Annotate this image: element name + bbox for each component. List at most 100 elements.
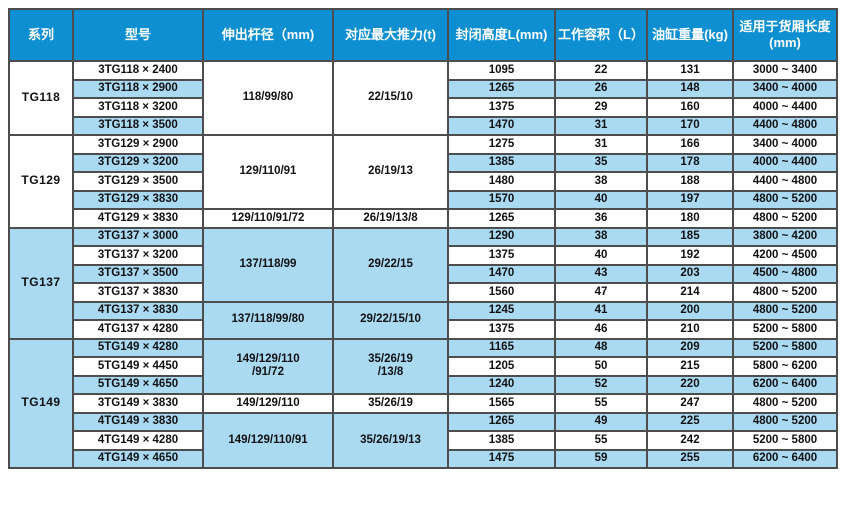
cell-box-length: 4000 ~ 4400: [732, 97, 838, 118]
cell-working-volume: 43: [554, 263, 648, 284]
cell-cylinder-weight: 192: [646, 245, 734, 266]
cell-closed-height: 1375: [447, 245, 556, 266]
cell-model: 3TG137 × 3000: [72, 226, 204, 247]
cell-working-volume: 49: [554, 411, 648, 432]
table-row: 4TG149 × 4280 1385 55 242 5200 ~ 5800: [9, 430, 838, 451]
cell-rod-diameter: 129/110/91: [202, 134, 334, 210]
cell-closed-height: 1165: [447, 337, 556, 358]
cell-model: 4TG149 × 4650: [72, 448, 204, 469]
cell-working-volume: 36: [554, 208, 648, 229]
cell-box-length: 4800 ~ 5200: [732, 282, 838, 303]
table-row: 3TG129 × 3200 1385 35 178 4000 ~ 4400: [9, 152, 838, 173]
cell-closed-height: 1275: [447, 134, 556, 155]
cell-cylinder-weight: 210: [646, 319, 734, 340]
col-header-cylinder-weight: 油缸重量(kg): [646, 8, 734, 62]
cell-rod-diameter: 137/118/99: [202, 226, 334, 303]
cell-working-volume: 40: [554, 245, 648, 266]
cell-box-length: 3400 ~ 4000: [732, 78, 838, 99]
cell-cylinder-weight: 215: [646, 356, 734, 377]
cell-box-length: 4500 ~ 4800: [732, 263, 838, 284]
cell-max-thrust: 35/26/19 /13/8: [332, 337, 449, 395]
cell-model: 3TG137 × 3830: [72, 282, 204, 303]
cell-closed-height: 1265: [447, 208, 556, 229]
cell-cylinder-weight: 255: [646, 448, 734, 469]
cell-box-length: 6200 ~ 6400: [732, 448, 838, 469]
col-header-max-thrust: 对应最大推力(t): [332, 8, 449, 62]
col-header-model: 型号: [72, 8, 204, 62]
col-header-box-length: 适用于货厢长度 (mm): [732, 8, 838, 62]
cell-rod-diameter: 129/110/91/72: [202, 208, 334, 229]
cell-cylinder-weight: 131: [646, 60, 734, 81]
cell-cylinder-weight: 225: [646, 411, 734, 432]
cell-model: 5TG149 × 4450: [72, 356, 204, 377]
cell-box-length: 3400 ~ 4000: [732, 134, 838, 155]
col-header-closed-height: 封闭高度L(mm): [447, 8, 556, 62]
cell-model: 3TG129 × 2900: [72, 134, 204, 155]
cell-working-volume: 22: [554, 60, 648, 81]
cell-box-length: 4800 ~ 5200: [732, 393, 838, 414]
cell-cylinder-weight: 188: [646, 171, 734, 192]
cell-cylinder-weight: 209: [646, 337, 734, 358]
cell-closed-height: 1265: [447, 411, 556, 432]
cell-box-length: 3000 ~ 3400: [732, 60, 838, 81]
cell-series-tg118: TG118: [8, 60, 74, 136]
cell-cylinder-weight: 160: [646, 97, 734, 118]
cell-model: 4TG137 × 4280: [72, 319, 204, 340]
cell-working-volume: 55: [554, 430, 648, 451]
table-row: 4TG149 × 3830 149/129/110/91 35/26/19/13…: [9, 411, 838, 469]
cylinder-spec-table-container: 系列 型号 伸出杆径（mm) 对应最大推力(t) 封闭高度L(mm) 工作容积（…: [8, 8, 838, 469]
cell-cylinder-weight: 200: [646, 300, 734, 321]
cell-working-volume: 40: [554, 189, 648, 210]
cell-working-volume: 47: [554, 282, 648, 303]
cell-cylinder-weight: 166: [646, 134, 734, 155]
cell-max-thrust: 22/15/10: [332, 60, 449, 136]
cell-working-volume: 35: [554, 152, 648, 173]
cell-box-length: 4800 ~ 5200: [732, 189, 838, 210]
header-row: 系列 型号 伸出杆径（mm) 对应最大推力(t) 封闭高度L(mm) 工作容积（…: [8, 8, 838, 62]
cell-model: 3TG129 × 3200: [72, 152, 204, 173]
table-row: 3TG137 × 3500 1470 43 203 4500 ~ 4800: [9, 263, 838, 284]
col-header-working-volume: 工作容积（L）: [554, 8, 648, 62]
cell-model: 3TG118 × 3500: [72, 115, 204, 136]
table-row: 4TG137 × 4280 1375 46 210 5200 ~ 5800: [9, 319, 838, 340]
cell-model: 4TG149 × 3830: [72, 411, 204, 432]
cell-closed-height: 1470: [447, 115, 556, 136]
cell-working-volume: 31: [554, 115, 648, 136]
cell-box-length: 3800 ~ 4200: [732, 226, 838, 247]
table-row: 3TG118 × 3200 1375 29 160 4000 ~ 4400: [9, 97, 838, 118]
cell-working-volume: 50: [554, 356, 648, 377]
cell-max-thrust: 29/22/15: [332, 226, 449, 303]
table-row: 3TG129 × 3500 1480 38 188 4400 ~ 4800: [9, 171, 838, 192]
cell-closed-height: 1385: [447, 152, 556, 173]
table-row: 4TG149 × 4650 1475 59 255 6200 ~ 6400: [9, 448, 838, 469]
table-row: 4TG137 × 3830 137/118/99/80 29/22/15/10 …: [9, 300, 838, 340]
cell-working-volume: 55: [554, 393, 648, 414]
cell-box-length: 4400 ~ 4800: [732, 171, 838, 192]
cell-working-volume: 29: [554, 97, 648, 118]
cell-model: 3TG129 × 3830: [72, 189, 204, 210]
cell-cylinder-weight: 220: [646, 374, 734, 395]
cell-box-length: 5800 ~ 6200: [732, 356, 838, 377]
table-row: 3TG149 × 3830 149/129/110 35/26/19 1565 …: [9, 393, 838, 414]
cell-series-tg129: TG129: [8, 134, 74, 229]
cell-cylinder-weight: 203: [646, 263, 734, 284]
cell-max-thrust: 35/26/19: [332, 393, 449, 414]
cell-model: 4TG149 × 4280: [72, 430, 204, 451]
cell-rod-diameter: 149/129/110 /91/72: [202, 337, 334, 395]
cell-cylinder-weight: 148: [646, 78, 734, 99]
cell-box-length: 5200 ~ 5800: [732, 319, 838, 340]
cell-max-thrust: 26/19/13/8: [332, 208, 449, 229]
cell-closed-height: 1565: [447, 393, 556, 414]
table-row: 3TG137 × 3830 1560 47 214 4800 ~ 5200: [9, 282, 838, 303]
cell-working-volume: 52: [554, 374, 648, 395]
cell-cylinder-weight: 247: [646, 393, 734, 414]
table-row: 3TG118 × 2900 1265 26 148 3400 ~ 4000: [9, 78, 838, 99]
cell-closed-height: 1475: [447, 448, 556, 469]
cell-cylinder-weight: 214: [646, 282, 734, 303]
cell-closed-height: 1265: [447, 78, 556, 99]
cell-model: 3TG149 × 3830: [72, 393, 204, 414]
table-row: 5TG149 × 4650 1240 52 220 6200 ~ 6400: [9, 374, 838, 395]
col-header-rod-diameter: 伸出杆径（mm): [202, 8, 334, 62]
cell-closed-height: 1570: [447, 189, 556, 210]
table-row: TG149 5TG149 × 4280 149/129/110 /91/72 3…: [8, 337, 838, 469]
